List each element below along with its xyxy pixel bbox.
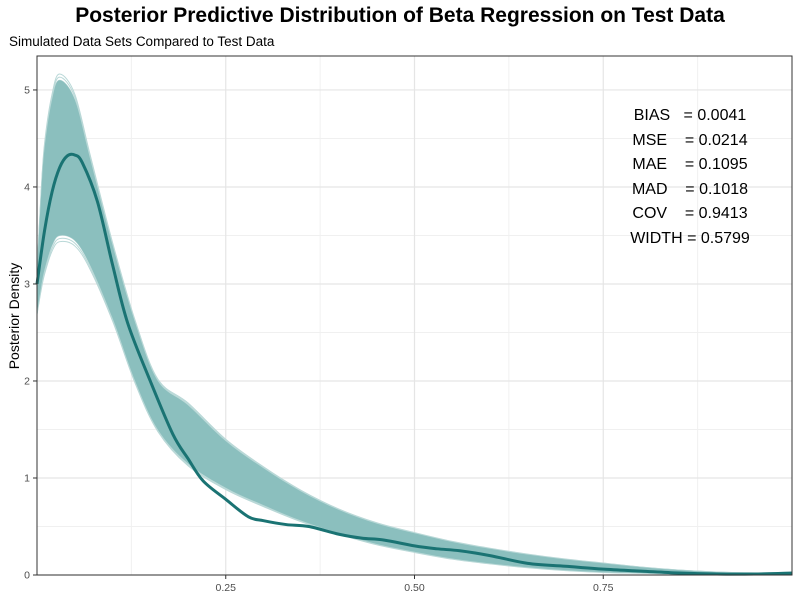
y-tick-label: 2	[24, 375, 30, 387]
x-tick-label: 0.75	[593, 582, 614, 594]
stat-row: MSE = 0.0214	[610, 129, 770, 154]
stat-row: WIDTH = 0.5799	[610, 227, 770, 252]
y-tick-label: 3	[24, 278, 30, 290]
x-axis: 0.25 0.50 0.75	[216, 575, 614, 594]
y-axis-label: Posterior Density	[6, 263, 22, 370]
stat-value: = 0.0214	[684, 131, 748, 149]
x-tick-label: 0.50	[404, 582, 425, 594]
stat-label: COV	[632, 205, 668, 222]
stat-value: = 0.5799	[687, 229, 750, 247]
stat-label: MAE	[632, 156, 668, 173]
x-tick-label: 0.25	[216, 582, 237, 594]
stat-label: MSE	[632, 131, 668, 149]
y-tick-label: 1	[24, 472, 30, 484]
stats-box: BIAS = 0.0041 MSE = 0.0214 MAE = 0.1095 …	[610, 104, 770, 251]
test-data-density-line	[35, 152, 793, 576]
stat-value: = 0.1018	[685, 180, 749, 198]
simulated-curve	[36, 73, 793, 574]
y-axis: 0 1 2 3 4 5	[24, 84, 37, 582]
stat-value: = 0.1095	[684, 156, 748, 173]
stat-value: = 0.0041	[683, 107, 747, 124]
y-tick-label: 5	[24, 84, 30, 96]
grid-major	[37, 56, 792, 576]
stat-value: = 0.9413	[684, 205, 748, 222]
chart-subtitle: Simulated Data Sets Compared to Test Dat…	[9, 34, 275, 49]
y-tick-label: 0	[24, 570, 30, 582]
stat-row: MAD = 0.1018	[610, 178, 770, 203]
stat-label: BIAS	[633, 107, 671, 124]
stat-label: WIDTH	[630, 229, 683, 247]
stat-row: MAE = 0.1095	[610, 153, 770, 178]
chart-title: Posterior Predictive Distribution of Bet…	[75, 4, 725, 27]
stat-row: BIAS = 0.0041	[610, 104, 770, 129]
stat-label: MAD	[631, 180, 668, 198]
stat-row: COV = 0.9413	[610, 202, 770, 227]
simulated-band	[37, 80, 792, 576]
y-tick-label: 4	[24, 181, 30, 193]
